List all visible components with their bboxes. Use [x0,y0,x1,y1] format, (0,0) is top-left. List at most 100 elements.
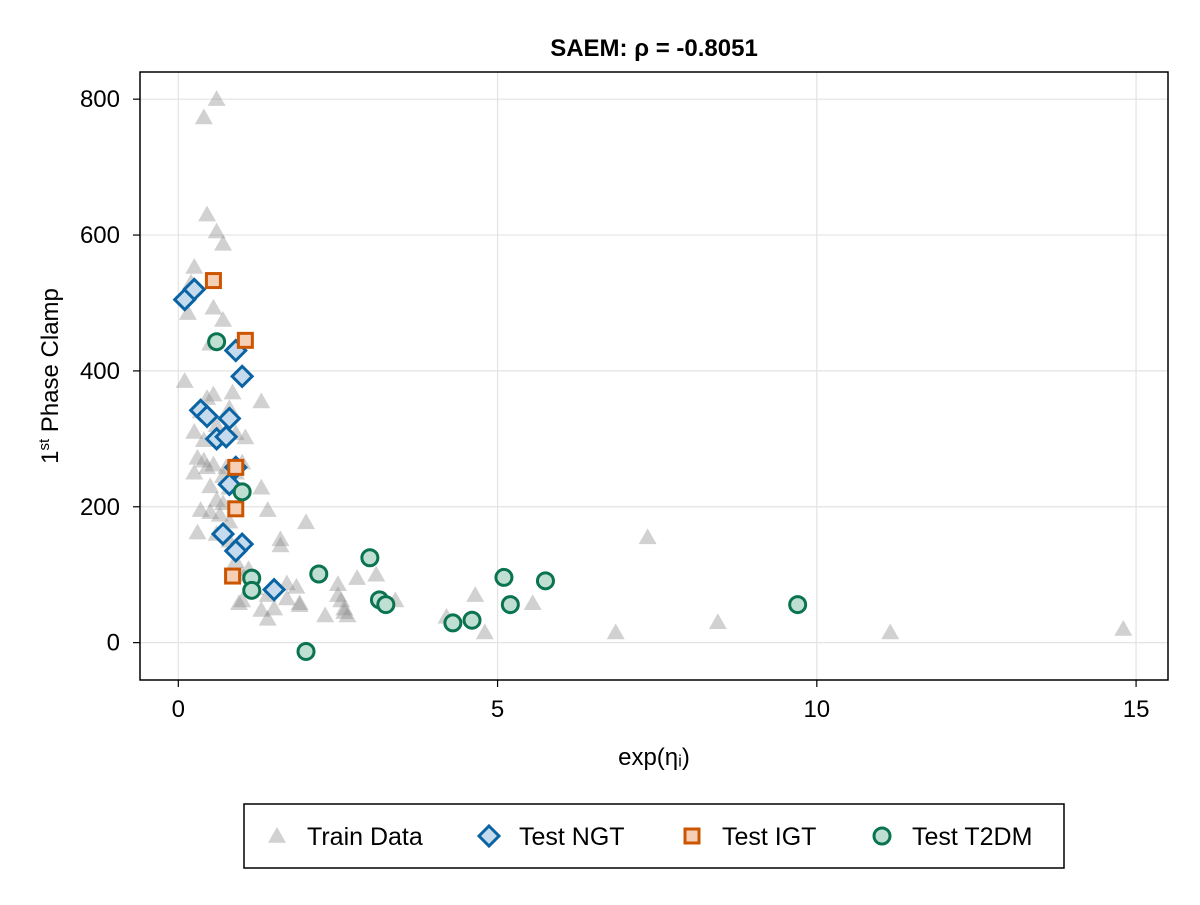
train-data-point [271,530,290,547]
test-ngt-point [194,404,220,429]
test-t2dm-point [296,641,316,661]
grid-lines [140,72,1168,680]
train-data-point [191,501,210,517]
plot-area [139,71,1169,681]
test-t2dm-point [207,332,227,352]
x-tick-label: 5 [491,696,504,723]
train-data-point [258,609,277,626]
train-data-point [265,599,284,616]
test-t2dm-point [462,610,482,630]
test-t2dm-point [232,482,252,502]
train-data-point [316,606,335,623]
legend-marker-test-igt [683,827,701,845]
train-data-point [708,613,727,630]
train-data-point [290,594,309,610]
train-data-point [523,594,542,610]
legend-item-test-ngt: Test NGT [476,823,625,851]
train-data-point [185,257,204,274]
train-data-point [178,304,197,320]
y-axis-label: 1st Phase Clamp [36,288,64,464]
train-data-point [338,606,357,623]
series-test-t2dm [207,332,808,661]
legend-item-train-data: Train Data [268,823,423,851]
train-data-point [214,234,233,251]
train-data-point [207,90,226,106]
train-data-point [335,603,354,619]
train-data-point [252,601,271,617]
legend-marker-train-data [268,827,286,843]
train-data-point [207,222,226,239]
train-data-point [252,478,271,495]
legend: Train Data Test NGT Test IGT Test T2DM [243,803,1065,869]
x-axis-label: exp(ηᵢ) [618,744,690,771]
test-t2dm-point [376,595,396,615]
train-data-point [638,528,657,545]
legend-label: Test IGT [722,823,816,851]
test-t2dm-point [443,613,463,633]
train-data-point [328,575,347,591]
legend-box [243,803,1065,869]
train-data-point [1114,620,1133,636]
test-ngt-point [261,577,287,602]
y-axis-label-rest: Phase Clamp [37,288,64,439]
train-data-point [204,455,223,472]
train-data-point [188,448,207,465]
test-t2dm-point [494,567,514,587]
train-data-point [175,372,194,388]
legend-marker-test-ngt [476,823,502,849]
train-data-point [207,490,226,507]
train-data-point [210,505,229,522]
train-data-point [214,310,233,327]
train-data-point [201,477,220,494]
train-data-point [207,416,226,433]
train-data-point [194,451,213,468]
train-data-point [287,577,306,594]
train-data-point [233,591,252,608]
y-tick-label: 800 [80,86,120,113]
train-data-point [204,298,223,315]
test-t2dm-point [242,580,262,600]
x-tick-label: 15 [1123,696,1150,723]
train-data-point [194,431,213,447]
train-data-point [881,623,900,640]
y-tick-label: 200 [80,494,120,521]
train-data-point [204,385,223,402]
train-data-point [290,596,309,613]
test-t2dm-point [360,548,380,568]
series-test-ngt [172,277,287,602]
y-axis-label-sup: st [36,438,53,451]
legend-label: Train Data [307,823,423,851]
train-data-point [236,428,255,445]
train-data-point [194,108,213,125]
train-data-point [223,383,242,400]
y-tick-label: 0 [107,630,120,657]
test-ngt-point [223,538,248,564]
test-t2dm-point [535,571,555,591]
legend-item-test-t2dm: Test T2DM [872,823,1032,851]
legend-item-test-igt: Test IGT [683,823,816,851]
chart-title: SAEM: ρ = -0.8051 [550,35,758,62]
train-data-point [606,623,625,640]
test-igt-point [236,331,254,349]
train-data-point [335,599,354,616]
train-data-point [348,569,367,585]
train-data-point [258,501,277,517]
test-igt-point [204,272,222,290]
test-ngt-point [217,406,242,431]
train-data-point [185,423,204,439]
test-ngt-point [230,364,255,389]
test-t2dm-point [500,595,520,615]
test-t2dm-point [309,564,329,584]
legend-label: Test T2DM [912,823,1032,851]
x-tick-label: 0 [172,696,185,723]
axis-ticks: 0 5 10 15 0 200 400 600 800 [80,86,1149,723]
train-data-point [475,623,494,640]
legend-items: Train Data Test NGT Test IGT Test T2DM [268,823,1032,851]
train-data-point [198,205,217,222]
train-data-point [332,591,351,608]
series-train-data [175,90,1133,640]
y-axis-label-main: 1 [37,451,64,464]
legend-label: Test NGT [519,823,625,851]
